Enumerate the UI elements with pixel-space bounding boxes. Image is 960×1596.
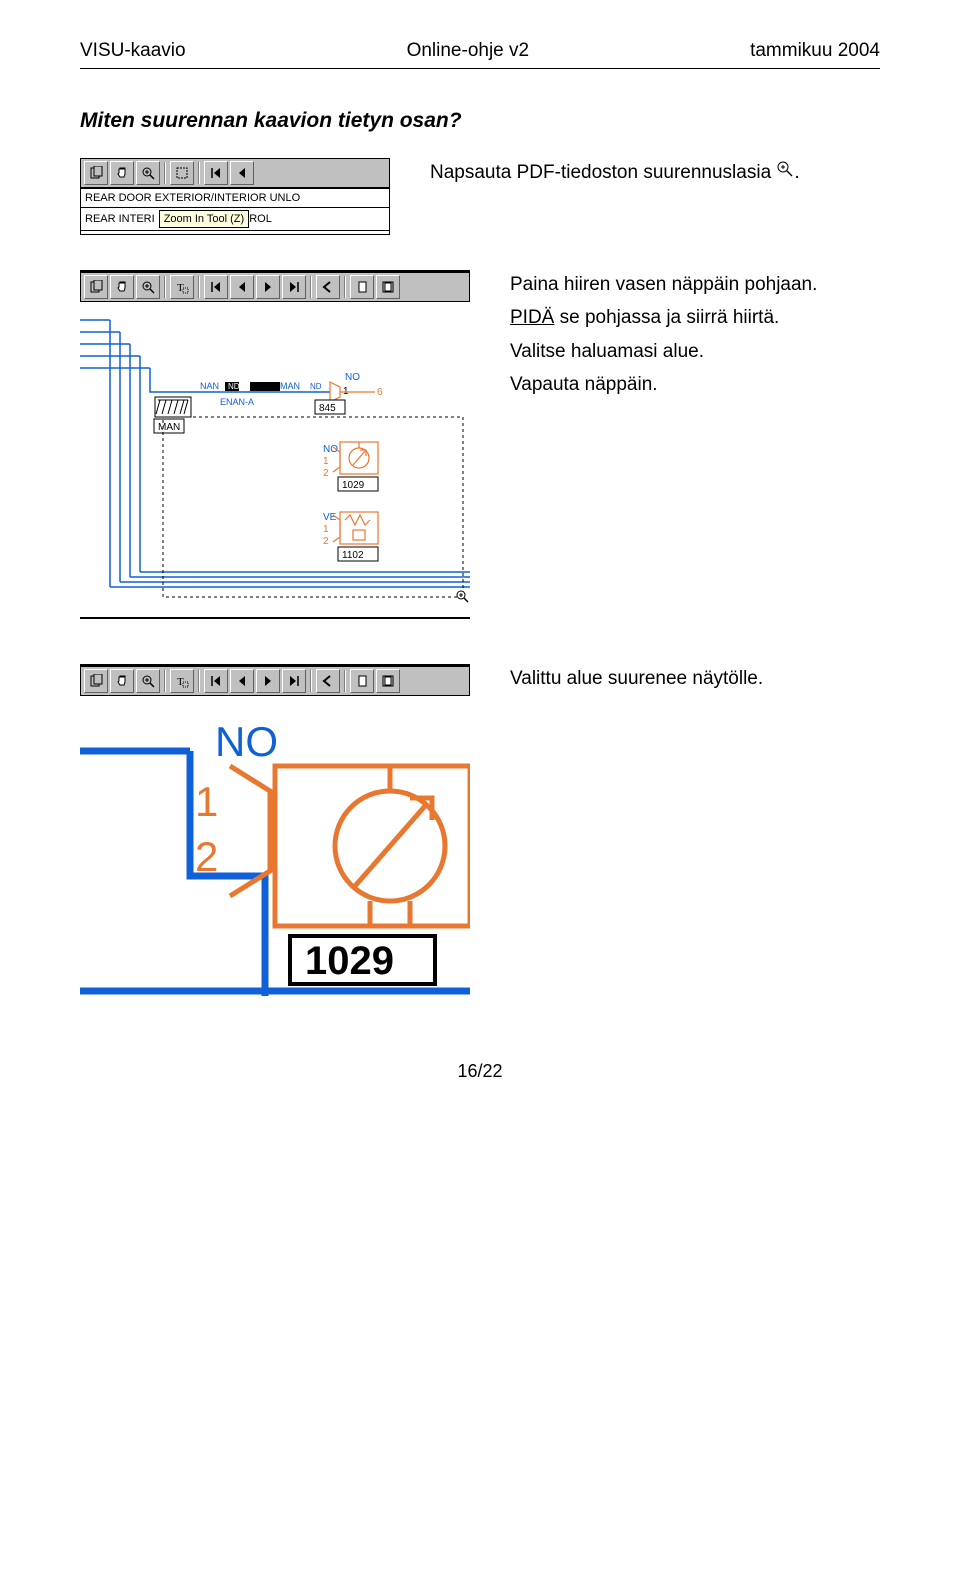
label-nd2: ND [310,382,322,391]
zoomed-diagram: NO 1 2 [80,696,470,996]
pdf-toolbar-3: T [80,666,470,696]
pdf-toolbar-2: T [80,272,470,302]
label-nan: NAN [200,381,219,391]
hand-icon[interactable] [110,669,134,693]
step2-line4: Vapauta näppäin. [510,370,817,399]
page-header: VISU-kaavio Online-ohje v2 tammikuu 2004 [80,40,880,62]
step3-text: Valittu alue suurenee näytölle. [510,664,763,693]
prev-page-icon[interactable] [230,669,254,693]
page-actual-icon[interactable] [350,275,374,299]
zoom-tooltip: Zoom In Tool (Z) [159,210,250,228]
label-man: MAN [158,422,180,433]
label-p1-big: 1 [195,778,218,825]
zoom-in-icon[interactable] [136,161,160,185]
label-ve: VE [323,512,337,523]
zoom-cursor-icon [776,158,794,187]
pdf-toolbar [80,158,390,188]
list-row: REAR DOOR EXTERIOR/INTERIOR UNLO [81,188,389,207]
step2-line2b: se pohjassa ja siirrä hiirtä. [554,307,779,328]
step2-line1: Paina hiiren vasen näppäin pohjaan. [510,270,817,299]
copy-icon[interactable] [84,669,108,693]
instruction-step3: Valittu alue suurenee näytölle. [510,664,763,697]
label-p6: 6 [377,387,383,398]
step1-text: Napsauta PDF-tiedoston suurennuslasia [430,162,771,183]
first-page-icon[interactable] [204,669,228,693]
header-center: Online-ohje v2 [407,40,530,62]
screenshot-drag-zoom: T [80,270,470,619]
label-1029: 1029 [342,480,365,491]
last-page-icon[interactable] [282,669,306,693]
header-left: VISU-kaavio [80,40,186,62]
first-page-icon[interactable] [204,161,228,185]
row-text-left: REAR INTERI [85,213,155,225]
page-fit-icon[interactable] [376,669,400,693]
hand-icon[interactable] [110,275,134,299]
label-p1: 1 [323,456,329,467]
page-fit-icon[interactable] [376,275,400,299]
label-p2b: 2 [323,536,329,547]
copy-icon[interactable] [84,161,108,185]
text-select-icon[interactable]: T [170,275,194,299]
hand-icon[interactable] [110,161,134,185]
zoom-in-icon[interactable] [136,669,160,693]
step2-line2a: PIDÄ [510,307,554,328]
svg-text:T: T [177,282,184,294]
last-page-icon[interactable] [282,275,306,299]
next-page-icon[interactable] [256,669,280,693]
step2-line3: Valitse haluamasi alue. [510,337,817,366]
screenshot-zoom-tool: REAR DOOR EXTERIOR/INTERIOR UNLO REAR IN… [80,158,390,235]
step1-dot: . [794,162,799,183]
label-enan: ENAN-A [220,397,254,407]
back-icon[interactable] [316,275,340,299]
screenshot-result: T NO [80,664,470,1001]
instruction-step1: Napsauta PDF-tiedoston suurennuslasia . [430,158,800,188]
label-nd: ND [228,382,240,391]
label-1102: 1102 [342,550,364,561]
copy-icon[interactable] [84,275,108,299]
text-select-icon[interactable]: T [170,669,194,693]
instruction-step2: Paina hiiren vasen näppäin pohjaan. PIDÄ… [510,270,817,404]
zoom-in-icon[interactable] [136,275,160,299]
label-no: NO [345,372,360,383]
label-845: 845 [319,403,336,414]
svg-text:T: T [177,676,184,688]
list-row-tooltip: REAR INTERI Zoom In Tool (Z) ROL [81,207,389,230]
label-no-big: NO [215,718,278,765]
page-title: Miten suurennan kaavion tietyn osan? [80,109,880,133]
back-icon[interactable] [316,669,340,693]
prev-page-icon[interactable] [230,161,254,185]
label-p1b: 1 [323,524,329,535]
label-nan2: MAN [280,381,300,391]
page-footer: 16/22 [80,1061,880,1082]
label-p2: 2 [323,468,329,479]
label-1029-big: 1029 [305,939,394,983]
header-right: tammikuu 2004 [750,40,880,62]
page-actual-icon[interactable] [350,669,374,693]
next-page-icon[interactable] [256,275,280,299]
label-p2-big: 2 [195,833,218,880]
select-icon[interactable] [170,161,194,185]
wiring-diagram: MAN NAN ND MAN ND ENAN-A NO 1 6 845 [80,302,470,612]
row-text-right: ROL [249,213,272,225]
header-rule [80,68,880,69]
first-page-icon[interactable] [204,275,228,299]
prev-page-icon[interactable] [230,275,254,299]
